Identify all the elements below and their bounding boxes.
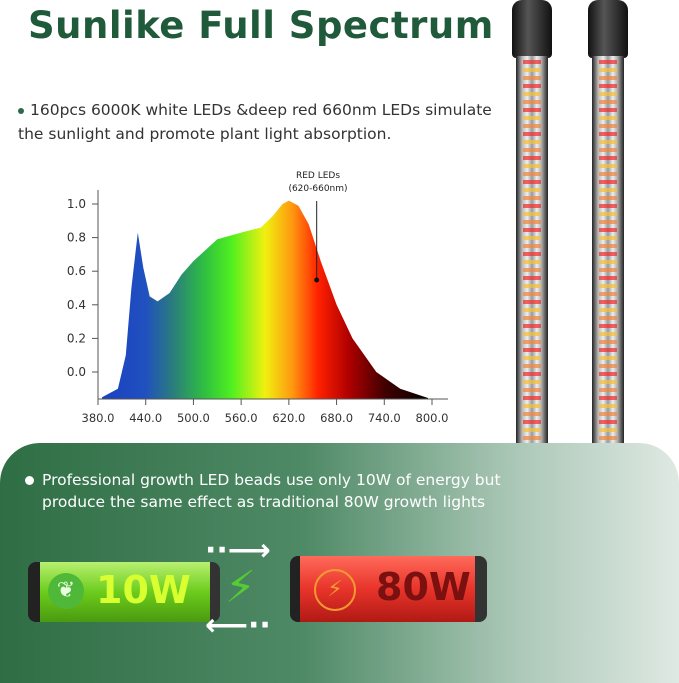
x-tick-label: 500.0 [177, 411, 210, 425]
x-tick-label: 560.0 [225, 411, 258, 425]
y-tick-label: 0.2 [67, 331, 86, 345]
description: 160pcs 6000K white LEDs &deep red 660nm … [18, 98, 518, 146]
bullet-icon [18, 107, 24, 114]
x-tick-label: 740.0 [368, 411, 401, 425]
x-tick-label: 620.0 [272, 411, 305, 425]
spectrum-chart: 1.0 0.8 0.6 0.4 0.2 0.0 380.0 440.0 500.0 560.0 62… [67, 171, 449, 425]
x-tick-label: 680.0 [320, 411, 353, 425]
panel-text-content: Professional growth LED beads use only 1… [42, 471, 501, 511]
lightning-circle-icon: ⚡ [314, 569, 356, 611]
arrow-left-icon: ⟵·· [205, 608, 271, 643]
y-tick-label: 0.4 [67, 298, 86, 312]
x-tick-label: 380.0 [82, 411, 115, 425]
page-title: Sunlike Full Spectrum [28, 4, 494, 47]
y-tick-label: 1.0 [67, 197, 86, 211]
battery-80w-label: 80W [376, 565, 471, 609]
y-tick-label: 0.0 [67, 365, 86, 379]
arrow-right-icon: ··⟶ [205, 533, 271, 568]
bullet-icon [25, 476, 34, 485]
battery-10w-label: 10W [96, 568, 191, 612]
x-tick-label: 440.0 [129, 411, 162, 425]
leaf-icon: ❦ [48, 573, 84, 609]
x-tick-label: 800.0 [416, 411, 449, 425]
y-tick-label: 0.6 [67, 264, 86, 278]
y-tick-label: 0.8 [67, 231, 86, 245]
battery-80w: ⚡ 80W [290, 556, 487, 622]
annotation-line1: RED LEDs [296, 171, 340, 181]
battery-10w: ❦ 10W [28, 562, 220, 622]
panel-text: Professional growth LED beads use only 1… [25, 469, 512, 513]
annotation-dot [314, 277, 320, 283]
lightning-icon: ⚡ [225, 562, 256, 613]
annotation-line2: (620-660nm) [288, 184, 347, 194]
spectrum-area [101, 200, 429, 399]
description-text: 160pcs 6000K white LEDs &deep red 660nm … [18, 101, 492, 143]
